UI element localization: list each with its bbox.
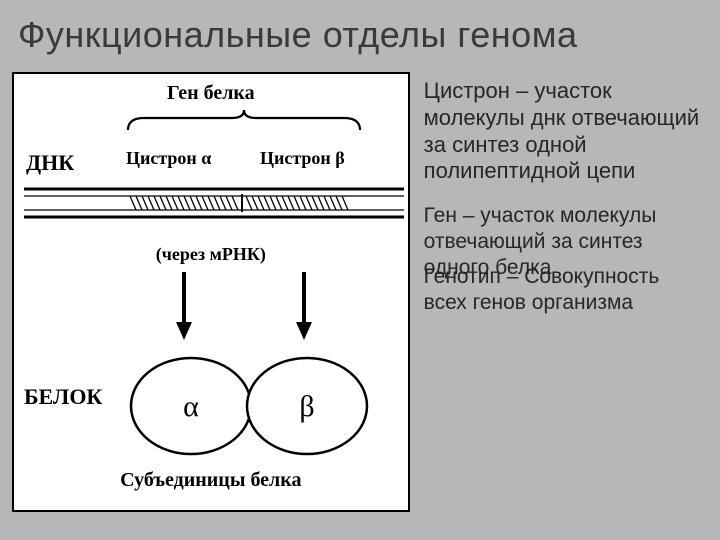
- subunit-caption: Субъединицы белка: [14, 469, 408, 492]
- diagram-column: Ген белка ДНК Цистрон α Цистрон β: [12, 72, 416, 528]
- arrows-icon: [114, 272, 374, 342]
- content-area: Ген белка ДНК Цистрон α Цистрон β: [12, 72, 708, 528]
- mrna-label: (через мРНК): [14, 244, 408, 265]
- slide: Функциональные отделы генома Ген белка Д…: [0, 0, 720, 540]
- subunits-diagram: α β: [119, 346, 379, 466]
- beta-symbol: β: [299, 390, 314, 423]
- definition-cistron: Цистрон – участок молекулы днк отвечающи…: [424, 78, 708, 185]
- cistron-beta-label: Цистрон β: [260, 148, 345, 169]
- cistron-alpha-label: Цистрон α: [126, 148, 211, 169]
- protein-label: БЕЛОК: [24, 384, 102, 410]
- gene-label: Ген белка: [14, 82, 408, 105]
- brace-icon: [124, 108, 364, 132]
- definition-genotype: Генотип – Совокупность всех генов органи…: [424, 264, 708, 315]
- dna-label: ДНК: [26, 150, 74, 176]
- diagram-box: Ген белка ДНК Цистрон α Цистрон β: [12, 72, 410, 512]
- text-column: Цистрон – участок молекулы днк отвечающи…: [416, 72, 708, 528]
- slide-title: Функциональные отделы генома: [18, 14, 577, 56]
- alpha-symbol: α: [183, 390, 199, 423]
- dna-strip: [24, 186, 404, 220]
